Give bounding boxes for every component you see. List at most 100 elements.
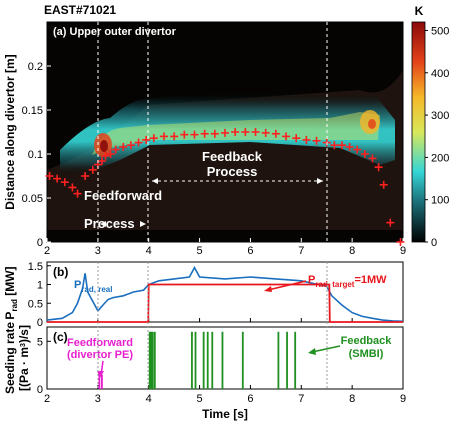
colorbar-tick-label: 200 [431, 152, 449, 164]
shot-label: EAST#71021 [44, 3, 116, 17]
panel-a-y-tick-label: 0 [37, 237, 43, 249]
colorbar-tick-label: 400 [431, 68, 449, 80]
panel-c-title: (c) [53, 330, 68, 344]
peak-marker [119, 142, 128, 151]
panel-b-y-tick-label: 1 [37, 280, 43, 292]
ff-pe-label-line2: (divertor PE) [67, 349, 133, 361]
peak-marker [180, 130, 189, 139]
peak-marker [68, 183, 77, 192]
peak-marker [396, 238, 405, 246]
panel-a-x-tick-label: 4 [146, 245, 152, 257]
panel-c-x-tick-label: 9 [400, 393, 406, 405]
peak-marker [60, 178, 69, 187]
panel-c-x-tick-label: 5 [197, 393, 203, 405]
peak-marker [353, 145, 362, 154]
panel-b-ylabel: Prad [MW] [3, 266, 19, 319]
colorbar-tick-label: 100 [431, 195, 449, 207]
panel-b-y-tick-label: 0.5 [28, 298, 43, 310]
panel-a-y-tick-label: 0.05 [22, 193, 43, 205]
prad-target-line [47, 283, 403, 323]
panel-b-title: (b) [53, 265, 68, 279]
panel-a-peak-markers [45, 128, 405, 246]
panel-a-title: (a) Upper outer divertor [53, 26, 177, 38]
heatmap-warm-core [92, 112, 380, 155]
panel-c-x-tick-label: 8 [349, 393, 355, 405]
fb-smbi-label-line1: Feedback [341, 335, 393, 347]
peak-marker [312, 136, 321, 145]
peak-marker [53, 174, 62, 183]
feedforward-process-label: Process [84, 216, 135, 231]
panel-b: (b) 0 0.5 1 1.5 Prad [MW] Prad, real Prad, … [3, 261, 404, 329]
peak-marker [231, 128, 240, 136]
peak-marker [45, 172, 54, 180]
panel-a-y-tick-label: 0.15 [22, 105, 43, 117]
panel-a-x-tick-label: 8 [349, 245, 355, 257]
peak-marker [251, 128, 260, 136]
panel-c-x-tick-label: 7 [298, 393, 304, 405]
panel-c-x-tick-label: 3 [95, 393, 101, 405]
peak-marker [271, 129, 280, 138]
panel-a-x-tick-label: 6 [247, 245, 253, 257]
panel-a-x-tick-label: 3 [95, 245, 101, 257]
panel-a-y-tick-label: 0.2 [28, 61, 43, 73]
peak-marker [81, 172, 90, 180]
panel-c-xlabel: Time [s] [202, 407, 248, 421]
fb-smbi-label-line2: (SMBI) [349, 348, 384, 360]
panel-c-x-tick-label: 6 [247, 393, 253, 405]
prad-target-label: Prad, target=1MW [308, 274, 387, 289]
prad-target-arrow [267, 280, 307, 291]
colorbar-tick-label: 300 [431, 110, 449, 122]
prad-real-line [46, 265, 404, 323]
peak-marker [149, 134, 158, 143]
panel-c-x-tick-label: 4 [146, 393, 152, 405]
peak-marker [345, 142, 354, 151]
feedback-process-label: Process [207, 164, 258, 179]
colorbar-tick-label: 500 [431, 25, 449, 37]
ff-pe-label-line1: Feedforward [67, 337, 133, 349]
feedforward-arrow-left-head [100, 221, 106, 227]
peak-marker [106, 150, 115, 158]
time-guides [97, 262, 328, 389]
peak-marker [368, 154, 377, 163]
panel-a-y-ticks: 0 0.05 0.1 0.15 0.2 [22, 61, 51, 249]
panel-b-y-tick-label: 0 [37, 317, 43, 329]
colorbar-ticks: 0 100 200 300 400 500 [425, 25, 449, 249]
prad-real-label: Prad, real [74, 279, 112, 294]
panel-c-y-tick-label: 5 [37, 336, 43, 348]
colorbar: K 0 100 200 300 400 500 [411, 4, 449, 249]
peak-marker [282, 132, 291, 141]
peak-marker [221, 128, 229, 137]
panel-c-frame [46, 326, 404, 390]
feedback-label: Feedback [202, 149, 263, 164]
peak-marker [142, 135, 151, 144]
colorbar-unit: K [415, 4, 424, 18]
peak-marker [111, 145, 120, 154]
peak-marker [88, 165, 97, 174]
heatmap-hotspot-late-core [368, 119, 376, 129]
peak-marker [170, 132, 179, 141]
panel-a: (a) Upper outer divertor Distance along … [3, 21, 406, 257]
peak-marker [190, 130, 199, 139]
panel-a-x-tick-label: 7 [298, 245, 304, 257]
panel-a-x-tick-label: 9 [400, 245, 406, 257]
panel-b-y-ticks: 0 0.5 1 1.5 [28, 261, 51, 329]
ff-pe-arrow-head [97, 371, 104, 378]
panel-c-x-tick-label: 2 [44, 393, 50, 405]
panel-b-frame [46, 261, 404, 323]
peak-marker [379, 180, 388, 189]
panel-c-y-ticks: 05 [37, 336, 51, 396]
peak-marker [337, 141, 346, 150]
panel-c-pulses [98, 331, 297, 389]
panel-c-y-tick-label: 0 [37, 384, 43, 396]
prad-target-arrow-head [264, 286, 272, 292]
feedforward-label: Feedforward [84, 188, 162, 203]
panel-a-y-tick-label: 0.1 [28, 149, 43, 161]
panel-a-x-tick-label: 2 [44, 245, 50, 257]
peak-marker [126, 141, 135, 150]
peak-marker [292, 134, 301, 143]
peak-marker [261, 128, 270, 137]
heatmap-hotspot-early-core [100, 140, 108, 152]
panel-a-frame [46, 21, 404, 243]
